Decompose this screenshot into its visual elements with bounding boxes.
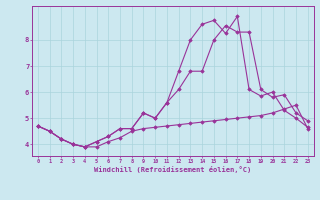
X-axis label: Windchill (Refroidissement éolien,°C): Windchill (Refroidissement éolien,°C): [94, 166, 252, 173]
